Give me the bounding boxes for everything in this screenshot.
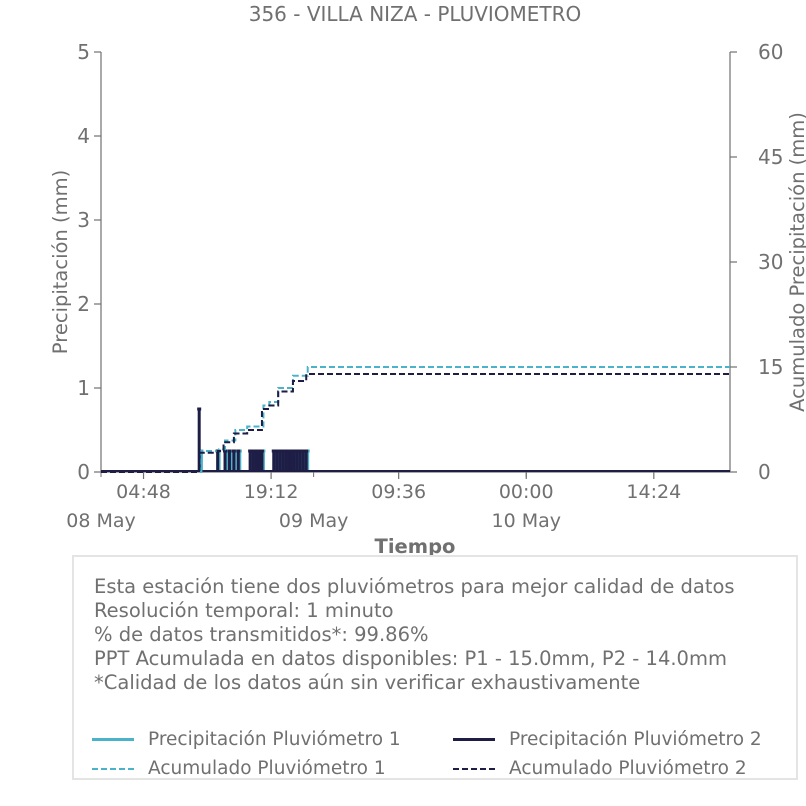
y-tick-label: 4 [77,124,90,148]
y2-tick-label: 15 [758,355,783,379]
line-series [101,366,730,473]
x-tick-label: 14:24 [626,481,681,503]
x-date-label: 08 May [66,510,136,532]
info-line: % de datos transmitidos*: 99.86% [94,623,429,646]
legend-item-precip-1: Precipitación Pluviómetro 1 [92,729,401,750]
legend-label: Acumulado Pluviómetro 1 [148,758,386,779]
legend-label: Precipitación Pluviómetro 2 [509,729,762,750]
y-tick-label: 0 [77,460,90,484]
x-tick-label: 19:12 [244,481,299,503]
legend-swatch [453,738,495,741]
legend-item-acum-1: Acumulado Pluviómetro 1 [92,758,386,779]
accumulated-line [101,373,730,473]
chart-title: 356 - VILLA NIZA - PLUVIOMETRO [249,2,582,26]
y-tick-label: 5 [77,40,90,64]
info-line: *Calidad de los datos aún sin verificar … [94,671,641,694]
x-date-label: 09 May [279,510,349,532]
legend-swatch [92,767,134,770]
info-box: Esta estación tiene dos pluviómetros par… [72,555,798,780]
legend-label: Acumulado Pluviómetro 2 [509,758,747,779]
x-tick-label: 09:36 [371,481,426,503]
y-axis-label: Precipitación (mm) [49,170,72,354]
y-tick-label: 3 [77,208,90,232]
x-axis-label: Tiempo [375,535,456,558]
y-tick-label: 2 [77,292,90,316]
x-date-label: 10 May [491,510,561,532]
y2-axis-label: Acumulado Precipitación (mm) [786,112,806,412]
info-line: Esta estación tiene dos pluviómetros par… [94,575,735,598]
x-tick-label: 00:00 [499,481,554,503]
bar-series [101,407,730,472]
info-line: PPT Acumulada en datos disponibles: P1 -… [94,647,727,670]
legend-swatch [92,738,134,741]
legend-swatch [453,767,495,770]
y-tick-label: 1 [77,376,90,400]
accumulated-line [101,366,730,473]
y2-tick-label: 60 [758,40,783,64]
y2-tick-label: 30 [758,250,783,274]
y2-tick-label: 0 [758,460,771,484]
y2-tick-label: 45 [758,145,783,169]
x-tick-label: 04:48 [116,481,171,503]
legend-item-precip-2: Precipitación Pluviómetro 2 [453,729,762,750]
legend-label: Precipitación Pluviómetro 1 [148,729,401,750]
legend-item-acum-2: Acumulado Pluviómetro 2 [453,758,747,779]
info-text: Esta estación tiene dos pluviómetros par… [94,575,735,695]
info-line: Resolución temporal: 1 minuto [94,599,394,622]
